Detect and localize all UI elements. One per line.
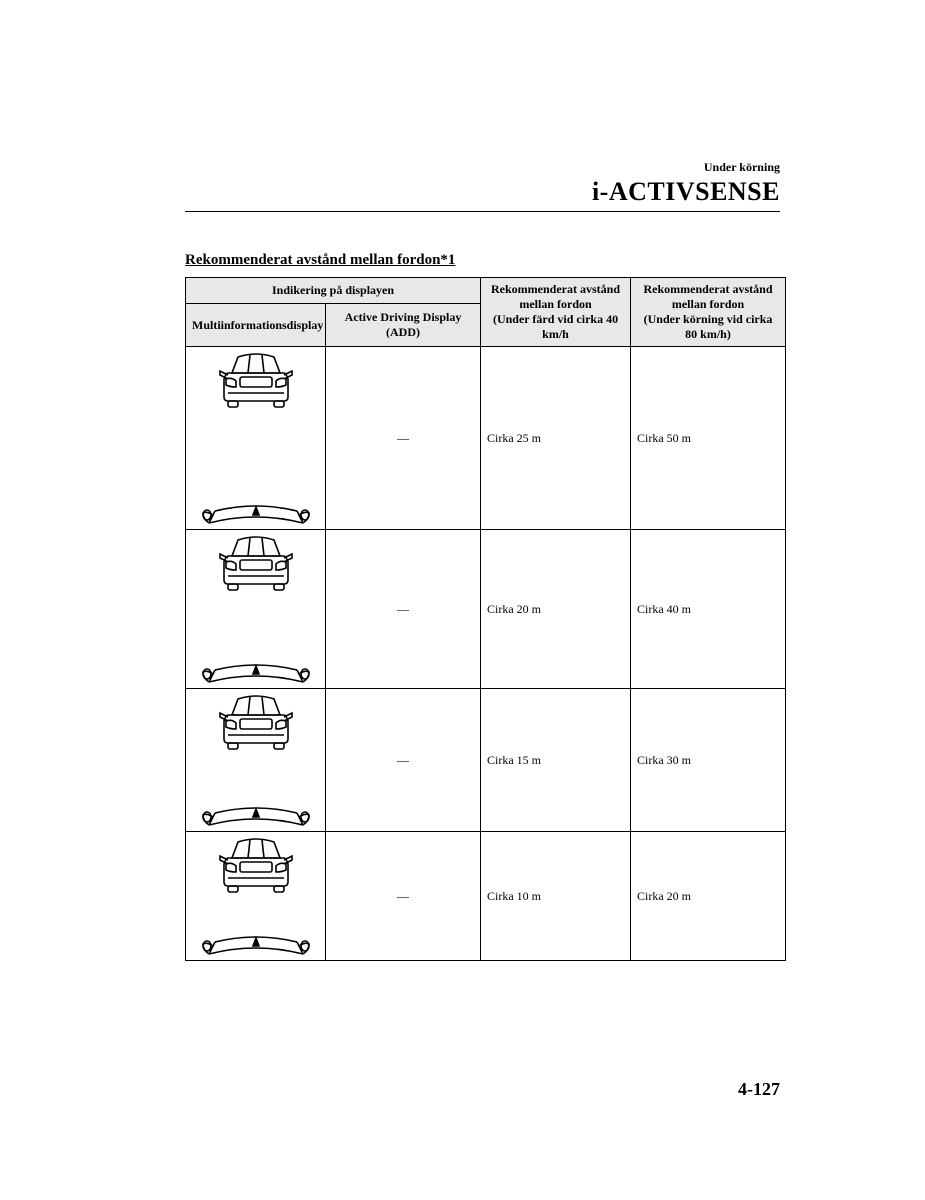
add-cell: ― bbox=[326, 530, 481, 689]
distance-80-cell: Cirka 50 m bbox=[631, 347, 786, 530]
own-vehicle-icon bbox=[201, 640, 311, 684]
th-display-indication: Indikering på displayen bbox=[186, 278, 481, 304]
own-vehicle-icon bbox=[201, 783, 311, 827]
preceding-vehicle-icon bbox=[214, 836, 298, 894]
table-row: ―Cirka 20 mCirka 40 m bbox=[186, 530, 786, 689]
th-add: Active Driving Display (ADD) bbox=[326, 304, 481, 347]
preceding-vehicle-icon bbox=[214, 534, 298, 592]
add-cell: ― bbox=[326, 689, 481, 832]
distance-40-cell: Cirka 25 m bbox=[481, 347, 631, 530]
add-cell: ― bbox=[326, 832, 481, 961]
display-icon-cell bbox=[186, 347, 326, 530]
th-multi-info: Multiinformationsdisplay bbox=[186, 304, 326, 347]
display-icon-cell bbox=[186, 530, 326, 689]
add-cell: ― bbox=[326, 347, 481, 530]
distance-40-cell: Cirka 20 m bbox=[481, 530, 631, 689]
table-row: ―Cirka 25 mCirka 50 m bbox=[186, 347, 786, 530]
th-distance-40: Rekommenderat avstånd mellan fordon (Und… bbox=[481, 278, 631, 347]
distance-40-cell: Cirka 15 m bbox=[481, 689, 631, 832]
display-icon-cell bbox=[186, 689, 326, 832]
preceding-vehicle-icon bbox=[214, 693, 298, 751]
section-title: Rekommenderat avstånd mellan fordon*1 bbox=[185, 252, 780, 269]
distance-table: Indikering på displayen Rekommenderat av… bbox=[185, 277, 786, 961]
page-header: Under körning i-ACTIVSENSE bbox=[185, 160, 780, 212]
own-vehicle-icon bbox=[201, 912, 311, 956]
table-row: ―Cirka 10 mCirka 20 m bbox=[186, 832, 786, 961]
distance-80-cell: Cirka 30 m bbox=[631, 689, 786, 832]
preceding-vehicle-icon bbox=[214, 351, 298, 409]
own-vehicle-icon bbox=[201, 481, 311, 525]
table-row: ―Cirka 15 mCirka 30 m bbox=[186, 689, 786, 832]
chapter-label: Under körning bbox=[185, 160, 780, 175]
distance-80-cell: Cirka 20 m bbox=[631, 832, 786, 961]
page-number: 4-127 bbox=[738, 1079, 780, 1100]
distance-40-cell: Cirka 10 m bbox=[481, 832, 631, 961]
display-icon-cell bbox=[186, 832, 326, 961]
th-distance-80: Rekommenderat avstånd mellan fordon (Und… bbox=[631, 278, 786, 347]
distance-80-cell: Cirka 40 m bbox=[631, 530, 786, 689]
page-title: i-ACTIVSENSE bbox=[185, 177, 780, 207]
